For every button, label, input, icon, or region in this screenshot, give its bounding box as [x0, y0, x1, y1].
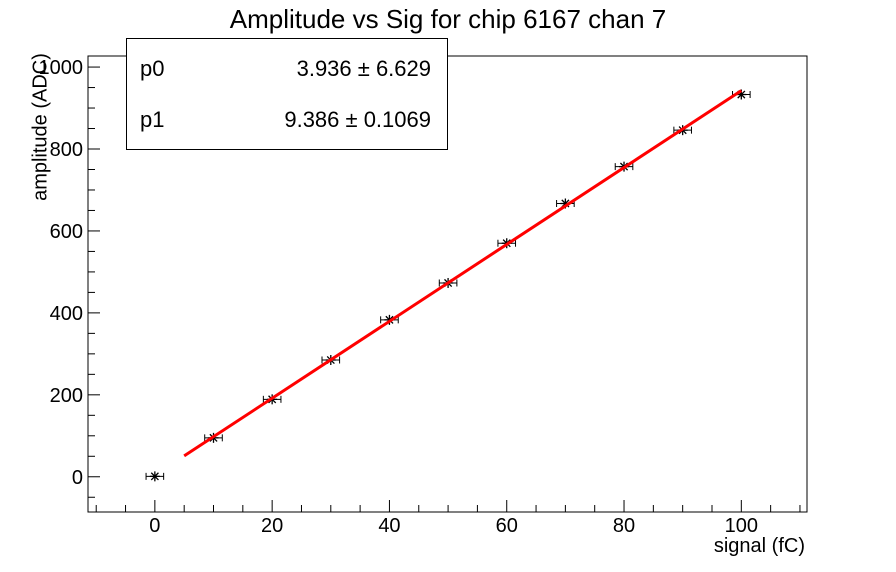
x-axis-title: signal (fC)	[713, 535, 805, 557]
y-axis-title: amplitude (ADC)	[29, 53, 52, 201]
star-marker	[737, 90, 746, 99]
x-tick-label: 100	[725, 515, 758, 537]
stats-row-p1: p1 9.386 ± 0.1069	[140, 107, 431, 133]
param-value: 3.936 ± 6.629	[296, 55, 431, 81]
y-tick-label: 200	[50, 385, 83, 407]
x-tick-label: 60	[496, 515, 518, 537]
y-tick-label: 600	[50, 221, 83, 243]
x-tick-label: 0	[149, 515, 160, 537]
fit-stats-box: p0 3.936 ± 6.629 p1 9.386 ± 0.1069	[126, 38, 448, 150]
x-tick-label: 40	[378, 515, 400, 537]
y-tick-label: 800	[50, 139, 83, 161]
y-tick-label: 1000	[39, 57, 84, 79]
param-name: p1	[140, 106, 165, 132]
fit-line	[183, 89, 743, 458]
param-value: 9.386 ± 0.1069	[284, 106, 431, 132]
x-tick-label: 80	[613, 515, 635, 537]
y-tick-label: 0	[72, 467, 83, 489]
chart-title: Amplitude vs Sig for chip 6167 chan 7	[229, 4, 667, 34]
param-name: p0	[140, 55, 165, 81]
star-marker	[150, 472, 159, 481]
stats-row-p0: p0 3.936 ± 6.629	[140, 56, 431, 82]
x-tick-label: 20	[261, 515, 283, 537]
y-tick-label: 400	[50, 303, 83, 325]
